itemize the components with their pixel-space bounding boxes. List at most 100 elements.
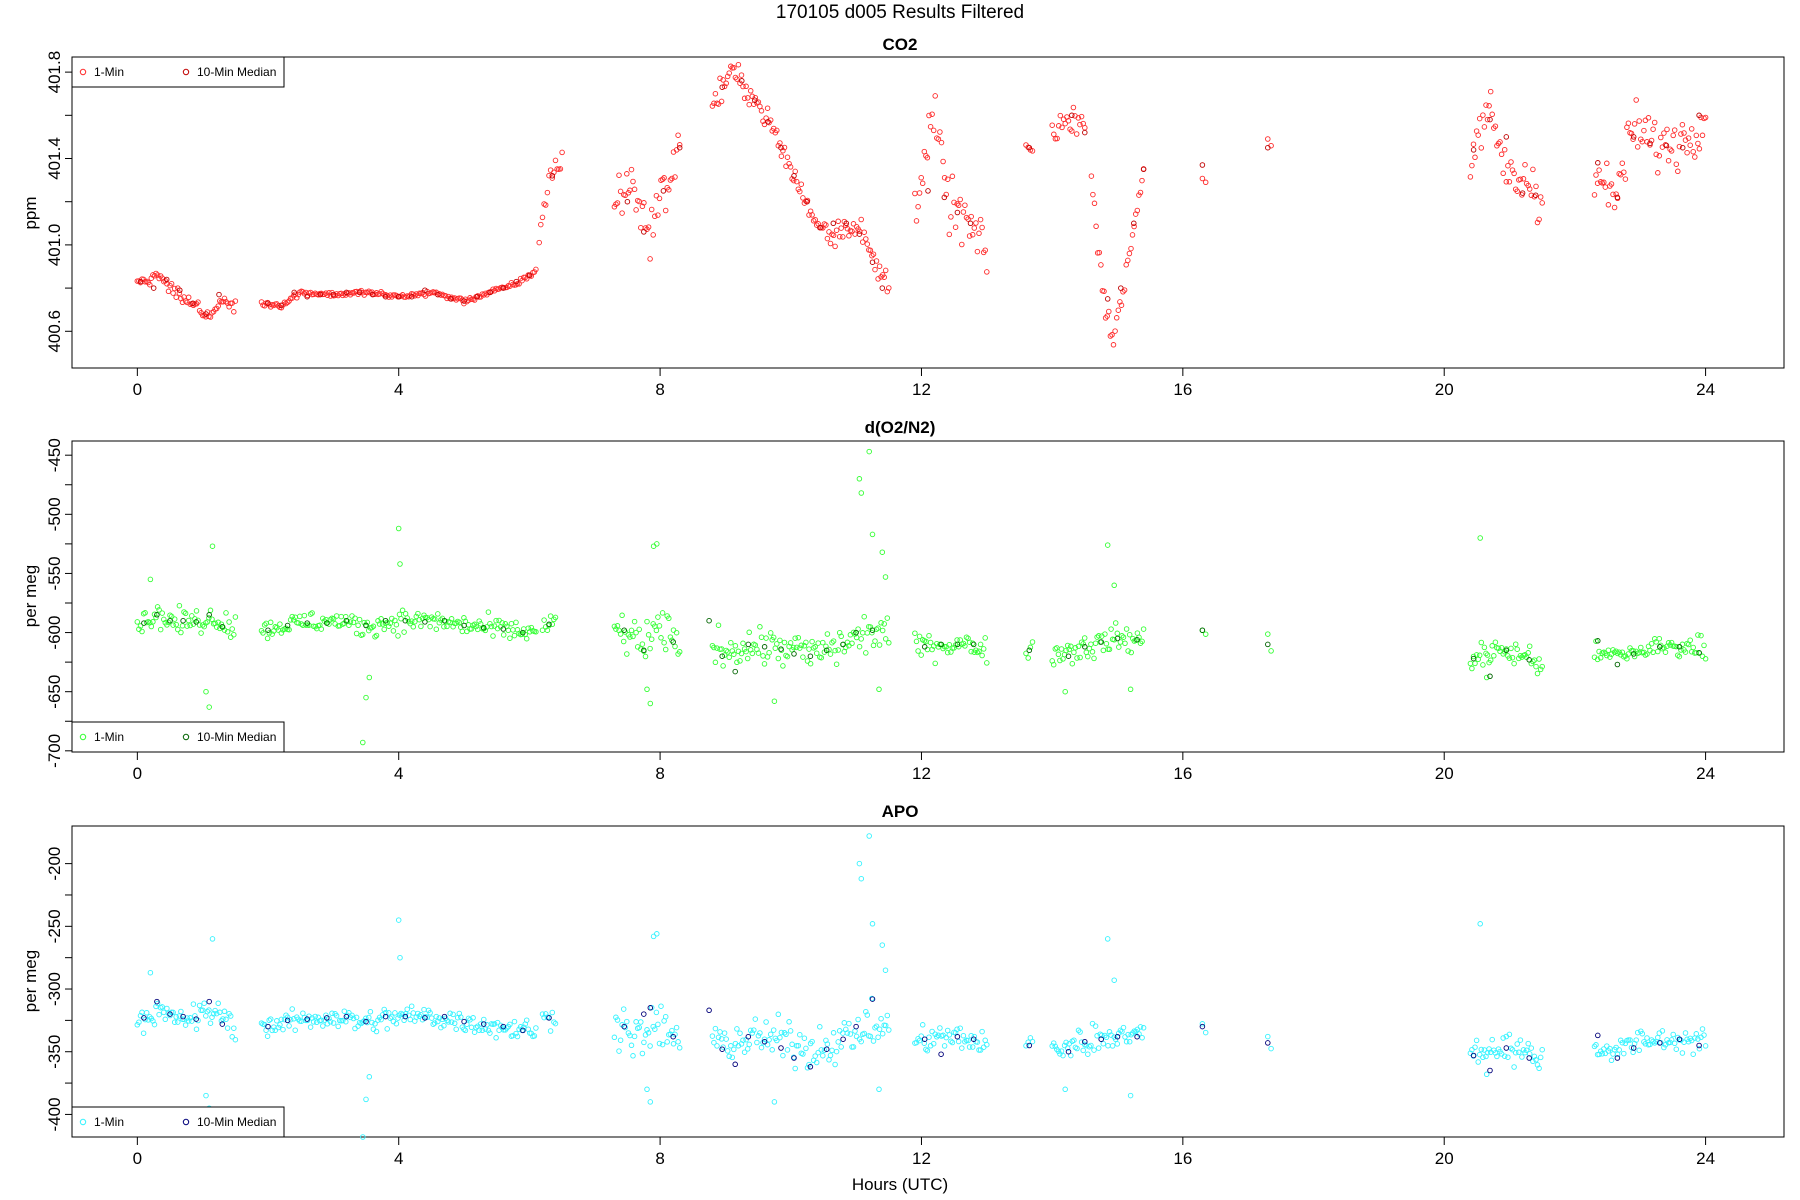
data-point-1min	[504, 1025, 510, 1031]
data-point-1min	[1062, 1086, 1068, 1093]
data-point-1min	[971, 1033, 978, 1040]
data-point-1min	[154, 272, 161, 278]
data-point-1min	[867, 1033, 874, 1040]
data-point-1min	[1511, 170, 1517, 177]
data-point-1min	[474, 293, 481, 299]
y-axis-title: per meg	[21, 950, 40, 1012]
data-point-1min	[1123, 626, 1130, 632]
data-point-1min	[496, 1027, 502, 1033]
data-point-1min	[343, 1018, 349, 1025]
data-point-1min	[1095, 1045, 1102, 1051]
data-point-1min	[1671, 127, 1678, 133]
data-point-1min	[416, 1013, 423, 1019]
x-tick-label: 16	[1173, 380, 1192, 399]
data-point-1min	[777, 1034, 783, 1041]
data-point-1min	[767, 630, 774, 636]
data-point-1min	[882, 967, 889, 973]
data-point-1min	[453, 620, 459, 626]
data-point-1min	[616, 172, 622, 178]
data-point-1min	[929, 646, 935, 653]
data-point-1min	[292, 1027, 298, 1033]
data-point-1min	[886, 1027, 892, 1033]
data-point-median	[765, 119, 771, 125]
data-point-1min	[763, 1019, 769, 1025]
data-point-1min	[764, 105, 771, 111]
data-point-1min	[373, 632, 380, 639]
data-point-1min	[787, 1028, 794, 1034]
data-point-1min	[872, 266, 878, 273]
data-point-1min	[1081, 635, 1088, 641]
data-point-median	[1026, 1042, 1033, 1049]
data-point-1min	[387, 620, 394, 626]
data-point-1min	[157, 626, 164, 633]
data-point-1min	[758, 634, 765, 640]
data-point-1min	[1126, 1038, 1133, 1045]
data-point-median	[954, 641, 961, 648]
data-point-1min	[384, 1026, 390, 1032]
data-point-1min	[513, 619, 519, 626]
data-point-1min	[1065, 118, 1072, 124]
data-point-1min	[366, 288, 372, 295]
legend-label-1min: 1-Min	[94, 730, 124, 744]
data-point-1min	[1062, 120, 1068, 127]
data-point-1min	[1659, 1028, 1666, 1034]
data-point-1min	[1508, 645, 1514, 652]
data-point-1min	[652, 213, 658, 220]
data-point-1min	[192, 616, 198, 622]
data-point-1min	[1472, 154, 1478, 161]
data-point-1min	[1483, 1071, 1490, 1078]
data-point-1min	[1495, 140, 1502, 147]
data-point-1min	[812, 644, 818, 650]
data-point-1min	[619, 210, 625, 216]
data-point-1min	[269, 631, 275, 637]
data-point-1min	[712, 90, 719, 97]
data-point-median	[369, 291, 376, 298]
data-point-median	[343, 617, 350, 624]
data-point-median	[739, 78, 745, 84]
data-point-1min	[232, 298, 239, 304]
data-point-1min	[633, 1019, 639, 1025]
data-point-1min	[977, 641, 984, 648]
data-point-1min	[179, 623, 186, 629]
data-point-1min	[944, 649, 951, 656]
data-point-median	[304, 1016, 310, 1022]
data-point-1min	[387, 1015, 394, 1021]
data-point-1min	[966, 639, 973, 645]
data-point-1min	[481, 292, 487, 298]
data-point-1min	[1050, 1040, 1057, 1046]
data-point-1min	[861, 1030, 867, 1037]
data-point-1min	[982, 247, 988, 253]
data-point-1min	[954, 1026, 960, 1032]
data-point-1min	[289, 613, 295, 620]
data-point-1min	[182, 1022, 189, 1028]
data-point-1min	[355, 622, 361, 629]
data-point-1min	[731, 651, 737, 657]
data-point-1min	[1597, 179, 1604, 185]
data-point-1min	[740, 1037, 746, 1043]
data-point-1min	[523, 1017, 530, 1023]
data-point-1min	[1085, 1051, 1091, 1057]
data-point-1min	[189, 613, 195, 619]
data-point-1min	[926, 1034, 932, 1040]
data-point-1min	[185, 294, 192, 301]
data-point-1min	[636, 198, 642, 205]
data-point-1min	[830, 1030, 837, 1036]
data-point-1min	[538, 221, 544, 228]
data-point-1min	[281, 1016, 288, 1023]
data-point-1min	[507, 1021, 513, 1028]
data-point-median	[549, 173, 556, 179]
data-point-1min	[1675, 168, 1681, 175]
data-point-1min	[721, 83, 728, 90]
data-point-1min	[1068, 1052, 1074, 1059]
data-point-1min	[1086, 1043, 1093, 1050]
data-point-1min	[493, 617, 499, 624]
data-point-1min	[714, 1043, 720, 1049]
data-point-1min	[398, 615, 404, 622]
data-point-1min	[1645, 115, 1652, 121]
data-point-1min	[1664, 126, 1670, 133]
data-point-1min	[1539, 200, 1545, 206]
data-point-1min	[712, 659, 719, 666]
data-point-1min	[477, 1021, 484, 1027]
data-point-1min	[856, 476, 863, 482]
data-point-1min	[1536, 656, 1542, 662]
